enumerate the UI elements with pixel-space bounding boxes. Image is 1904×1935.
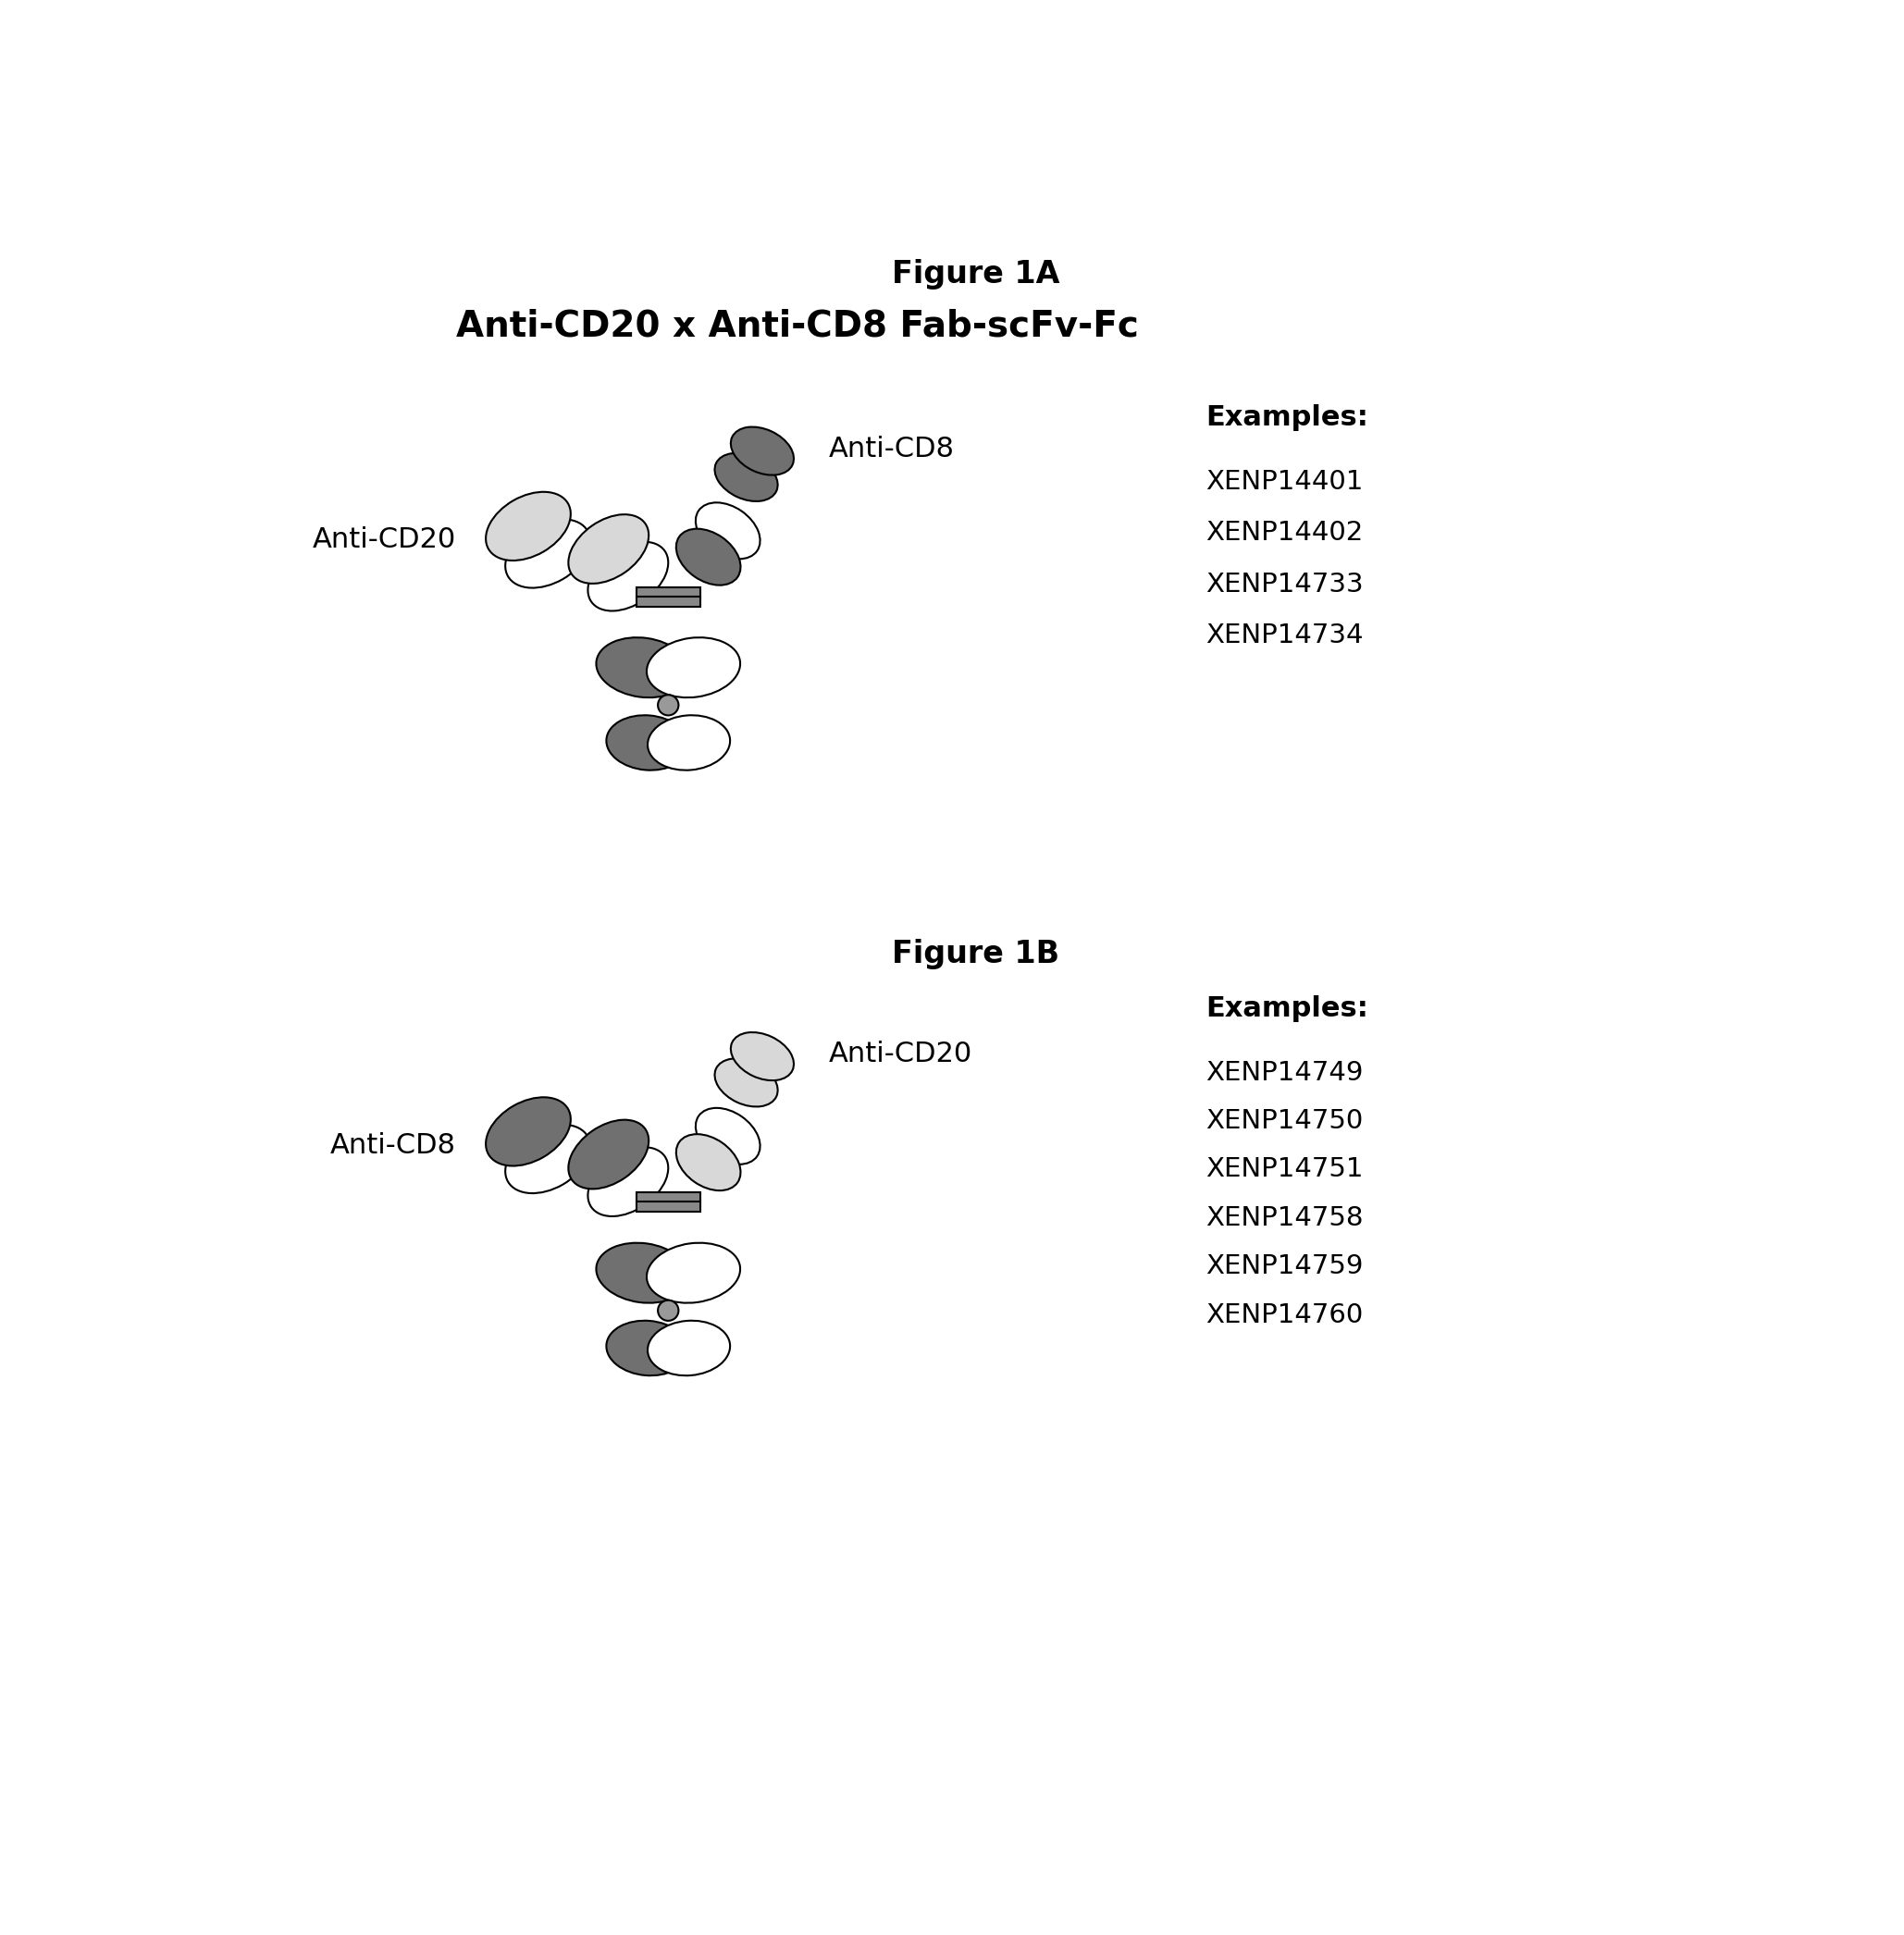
Bar: [636, 586, 701, 598]
Ellipse shape: [659, 1300, 678, 1322]
Ellipse shape: [731, 1031, 794, 1080]
Ellipse shape: [486, 491, 571, 561]
Text: XENP14402: XENP14402: [1205, 521, 1363, 546]
Text: XENP14751: XENP14751: [1205, 1157, 1363, 1182]
Ellipse shape: [569, 515, 649, 584]
Bar: [636, 1202, 701, 1211]
Ellipse shape: [588, 542, 668, 611]
Text: Figure 1A: Figure 1A: [891, 259, 1061, 288]
Text: XENP14759: XENP14759: [1205, 1254, 1363, 1279]
Text: XENP14750: XENP14750: [1205, 1109, 1363, 1134]
Ellipse shape: [505, 519, 590, 588]
Ellipse shape: [647, 637, 741, 697]
Text: XENP14401: XENP14401: [1205, 468, 1363, 495]
Ellipse shape: [596, 637, 689, 697]
Text: XENP14760: XENP14760: [1205, 1302, 1363, 1327]
Ellipse shape: [596, 1242, 689, 1302]
Bar: [636, 1192, 701, 1204]
Text: Anti-CD8: Anti-CD8: [828, 435, 954, 462]
Ellipse shape: [647, 1320, 729, 1376]
Ellipse shape: [647, 1242, 741, 1302]
Text: Figure 1B: Figure 1B: [891, 938, 1061, 969]
Text: Anti-CD20 x Anti-CD8 Fab-scFv-Fc: Anti-CD20 x Anti-CD8 Fab-scFv-Fc: [455, 308, 1139, 344]
Ellipse shape: [505, 1124, 590, 1194]
Ellipse shape: [647, 716, 729, 770]
Ellipse shape: [569, 1120, 649, 1188]
Text: XENP14749: XENP14749: [1205, 1060, 1363, 1086]
Text: Anti-CD8: Anti-CD8: [329, 1132, 455, 1159]
Ellipse shape: [695, 1109, 760, 1165]
Ellipse shape: [659, 695, 678, 716]
Ellipse shape: [588, 1147, 668, 1217]
Text: Anti-CD20: Anti-CD20: [312, 526, 455, 553]
Text: XENP14733: XENP14733: [1205, 571, 1363, 598]
Text: Anti-CD20: Anti-CD20: [828, 1041, 973, 1068]
Text: XENP14734: XENP14734: [1205, 623, 1363, 648]
Text: Examples:: Examples:: [1205, 997, 1369, 1022]
Ellipse shape: [714, 1058, 777, 1107]
Ellipse shape: [605, 716, 689, 770]
Ellipse shape: [676, 1134, 741, 1190]
Text: Examples:: Examples:: [1205, 404, 1369, 432]
Ellipse shape: [731, 428, 794, 476]
Bar: [636, 596, 701, 606]
Ellipse shape: [695, 503, 760, 559]
Ellipse shape: [605, 1320, 689, 1376]
Text: XENP14758: XENP14758: [1205, 1206, 1363, 1231]
Ellipse shape: [714, 453, 777, 501]
Ellipse shape: [676, 528, 741, 584]
Ellipse shape: [486, 1097, 571, 1167]
